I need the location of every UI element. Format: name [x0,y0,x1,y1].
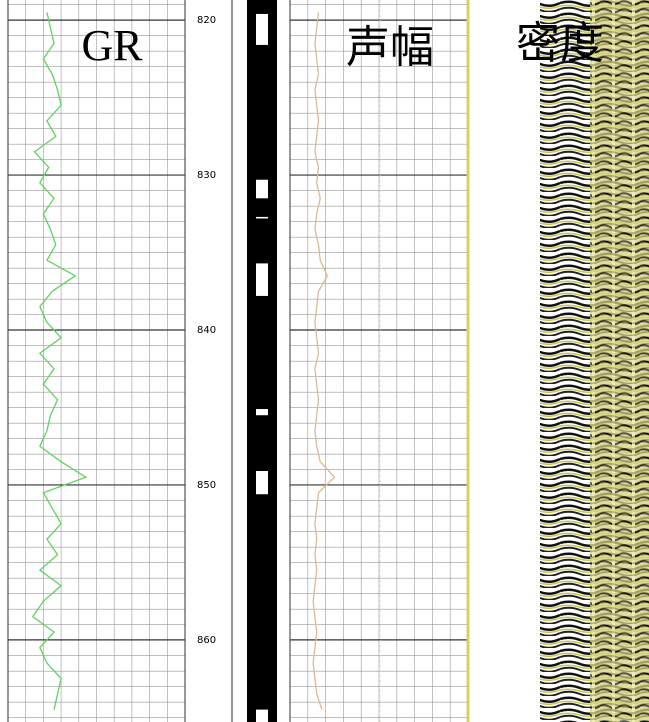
lithology-interval [256,180,268,199]
track-title: 密度 [516,19,604,68]
lithology-interval [256,217,268,219]
lithology-interval [256,409,268,415]
marks [33,12,335,722]
grid: 820 830 840 850 860 [8,0,468,722]
well-log: 820 830 840 850 860 GR 声幅 密度 [0,0,649,722]
depth-label: 840 [197,325,216,336]
lithology-interval [256,710,268,722]
lithology-column [247,0,277,722]
depth-label: 860 [197,635,216,646]
depth-label: 820 [197,15,216,26]
lithology-interval [256,14,268,45]
track-title: 声幅 [346,23,434,72]
lithology-interval [256,471,268,494]
depth-label: 850 [197,480,216,491]
vdl-texture [590,0,649,722]
depth-label: 830 [197,170,216,181]
track-title: GR [81,21,143,70]
lithology-interval [256,263,268,296]
